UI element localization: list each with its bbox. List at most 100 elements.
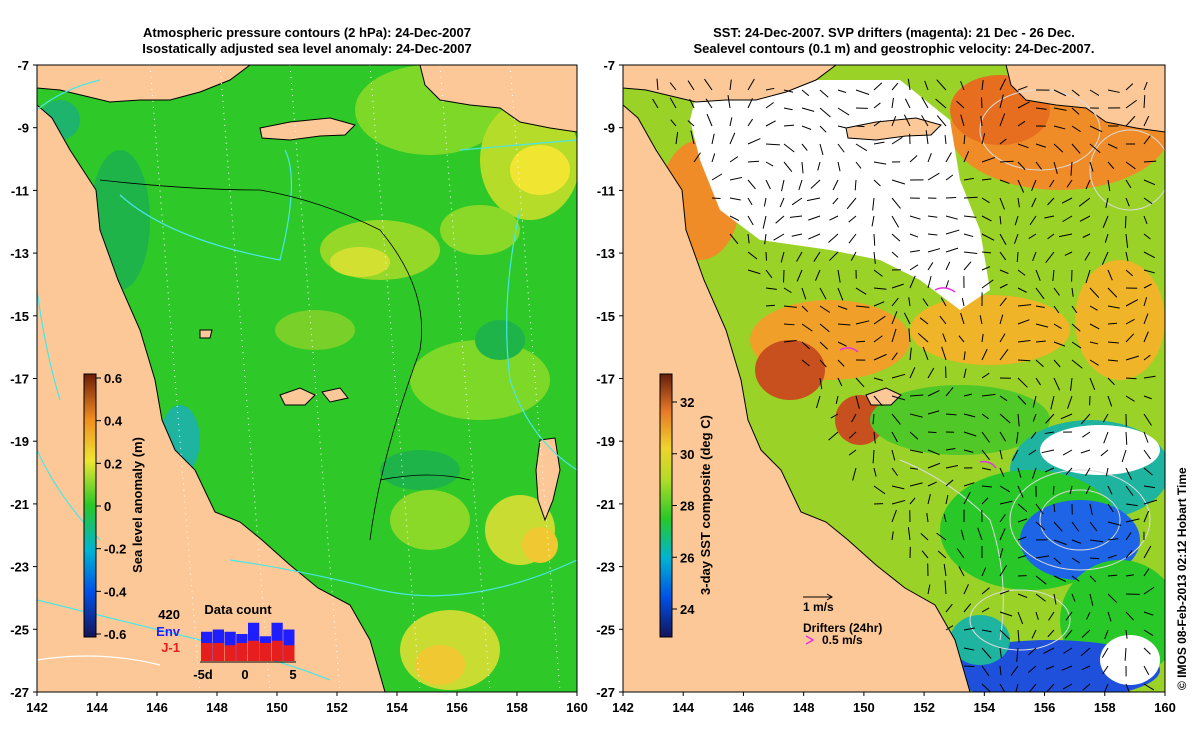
velocity-vector xyxy=(963,177,975,181)
velocity-vector xyxy=(747,269,761,275)
velocity-vector xyxy=(837,305,848,310)
velocity-vector xyxy=(873,141,885,145)
velocity-vector xyxy=(1027,665,1037,673)
velocity-vector xyxy=(999,349,1009,361)
velocity-vector xyxy=(1125,299,1139,307)
velocity-vector xyxy=(891,373,906,379)
sst-colorbar-tick-label: 32 xyxy=(680,395,694,410)
velocity-vector xyxy=(828,233,839,243)
velocity-vector xyxy=(1107,377,1115,386)
velocity-vector xyxy=(1028,449,1037,456)
velocity-vector xyxy=(1071,89,1080,97)
velocity-vector xyxy=(963,627,975,631)
velocity-vector xyxy=(999,113,1006,127)
velocity-vector xyxy=(1143,160,1157,163)
velocity-vector xyxy=(765,143,780,146)
velocity-vector xyxy=(801,359,810,367)
right-ytick-label: -23 xyxy=(596,560,615,575)
velocity-vector xyxy=(919,317,929,325)
velocity-vector xyxy=(945,387,954,397)
velocity-vector xyxy=(1032,467,1037,479)
left-ytick-label: -9 xyxy=(17,121,29,136)
velocity-vector xyxy=(1017,197,1020,208)
velocity-vector xyxy=(960,312,965,325)
velocity-vector xyxy=(909,367,916,379)
velocity-vector xyxy=(1143,449,1151,460)
velocity-vector xyxy=(1125,611,1134,621)
velocity-vector xyxy=(927,367,935,379)
velocity-vector xyxy=(943,514,947,523)
velocity-vector xyxy=(848,449,857,456)
velocity-vector xyxy=(981,279,994,289)
velocity-vector xyxy=(1053,125,1066,130)
velocity-vector xyxy=(981,607,990,613)
velocity-vector xyxy=(670,119,677,127)
velocity-vector xyxy=(1104,629,1109,640)
velocity-vector xyxy=(1101,251,1109,265)
velocity-vector xyxy=(783,89,794,93)
velocity-vector xyxy=(873,395,883,407)
velocity-vector xyxy=(747,118,753,127)
velocity-vector xyxy=(1071,323,1081,332)
velocity-vector xyxy=(689,98,695,109)
velocity-vector xyxy=(832,179,839,191)
velocity-vector xyxy=(1047,629,1055,638)
velocity-vector xyxy=(814,269,821,281)
velocity-vector xyxy=(1124,647,1127,661)
velocity-vector xyxy=(1071,521,1080,532)
velocity-vector xyxy=(981,647,992,659)
velocity-vector xyxy=(1107,593,1117,603)
velocity-vector xyxy=(873,315,886,325)
velocity-vector xyxy=(819,125,827,133)
velocity-vector xyxy=(936,79,947,91)
velocity-vector xyxy=(1124,215,1127,229)
velocity-vector xyxy=(1029,215,1037,226)
velocity-vector xyxy=(927,431,937,434)
velocity-vector xyxy=(1107,395,1113,407)
velocity-vector xyxy=(891,179,906,185)
velocity-vector xyxy=(922,298,929,307)
velocity-vector xyxy=(817,161,821,171)
velocity-vector xyxy=(687,80,695,91)
velocity-vector xyxy=(848,215,857,223)
velocity-vector xyxy=(1079,215,1091,222)
velocity-vector xyxy=(927,233,938,236)
velocity-vector xyxy=(1028,233,1037,239)
right-ytick-label: -27 xyxy=(596,685,615,700)
velocity-vector xyxy=(945,152,952,163)
velocity-vector xyxy=(1053,89,1067,97)
velocity-vector xyxy=(656,78,659,91)
velocity-vector xyxy=(1032,395,1037,408)
velocity-vector xyxy=(1035,575,1047,585)
vector-legend: 1 m/s Drifters (24hr) 0.5 m/s xyxy=(803,593,882,647)
velocity-vector xyxy=(1089,305,1098,311)
velocity-vector xyxy=(729,215,740,221)
velocity-vector xyxy=(1081,629,1091,638)
left-xtick-label: 158 xyxy=(506,700,528,715)
velocity-vector xyxy=(1035,305,1045,308)
velocity-vector xyxy=(832,197,839,205)
velocity-vector xyxy=(1125,333,1135,343)
velocity-vector xyxy=(999,251,1007,261)
velocity-vector xyxy=(963,368,967,379)
velocity-vector xyxy=(921,550,929,559)
velocity-vector xyxy=(729,156,739,163)
velocity-vector xyxy=(909,394,924,397)
velocity-vector xyxy=(1017,101,1030,109)
velocity-vector xyxy=(909,215,921,220)
velocity-vector xyxy=(945,174,954,181)
velocity-vector xyxy=(1013,233,1019,244)
velocity-vector xyxy=(1125,550,1133,559)
velocity-vector xyxy=(837,143,845,153)
left-ytick-label: -27 xyxy=(10,685,29,700)
velocity-vector xyxy=(1053,323,1062,329)
velocity-vector xyxy=(945,215,958,220)
velocity-vector xyxy=(927,493,931,505)
right-xtick-label: 148 xyxy=(793,700,815,715)
velocity-vector xyxy=(999,413,1011,424)
velocity-vector xyxy=(1100,449,1109,457)
velocity-vector xyxy=(837,323,851,326)
velocity-vector xyxy=(855,377,865,388)
velocity-vector xyxy=(981,156,996,163)
